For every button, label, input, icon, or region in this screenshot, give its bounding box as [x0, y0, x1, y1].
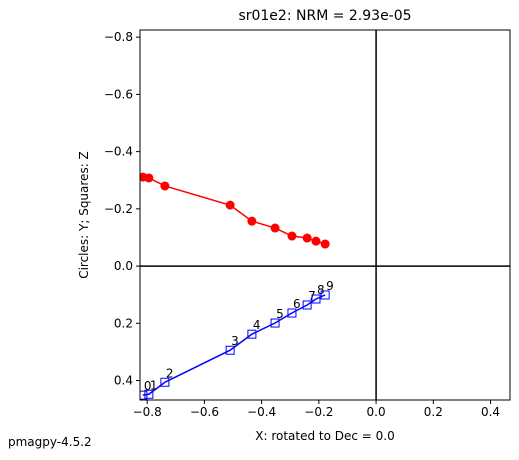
y-tick-label: −0.8	[104, 30, 133, 44]
step-label: 9	[326, 279, 334, 293]
step-label: 2	[166, 366, 174, 380]
x-tick-label: 0.0	[367, 405, 386, 419]
point	[247, 216, 257, 226]
frame	[139, 29, 511, 401]
x-tick-label: −0.6	[190, 405, 219, 419]
x-tick-label: −0.2	[304, 405, 333, 419]
point	[287, 231, 297, 241]
step-label: 1	[150, 378, 158, 392]
y-tick-label: 0.2	[114, 316, 133, 330]
point	[311, 236, 321, 246]
x-tick-label: −0.4	[247, 405, 276, 419]
point	[320, 290, 330, 300]
point	[270, 223, 280, 233]
point	[302, 233, 312, 243]
point	[144, 173, 154, 183]
y-axis-label: Circles: Y; Squares: Z	[77, 151, 91, 279]
y-tick-label: −0.4	[104, 145, 133, 159]
step-label: 8	[317, 283, 325, 297]
point	[287, 308, 297, 318]
point	[247, 329, 257, 339]
step-label: 0	[144, 379, 152, 393]
y-tick-label: −0.2	[104, 202, 133, 216]
point	[140, 390, 148, 400]
y-tick-label: 0.0	[114, 259, 133, 273]
x-tick-label: 0.4	[481, 405, 500, 419]
step-label: 6	[293, 297, 301, 311]
step-label: 5	[276, 307, 284, 321]
point	[144, 389, 154, 399]
point	[160, 377, 170, 387]
step-label: 3	[231, 334, 239, 348]
series-line	[142, 176, 326, 245]
x-tick-label: −0.8	[133, 405, 162, 419]
y-tick-label: 0.4	[114, 374, 133, 388]
chart-title: sr01e2: NRM = 2.93e-05	[238, 8, 411, 24]
point	[160, 181, 170, 191]
step-label: 4	[253, 318, 261, 332]
point	[302, 300, 312, 310]
point	[311, 294, 321, 304]
x-tick-label: 0.2	[424, 405, 443, 419]
point	[225, 200, 235, 210]
footer: pmagpy-4.5.2	[8, 435, 92, 449]
x-axis-label: X: rotated to Dec = 0.0	[255, 429, 395, 443]
y-tick-label: −0.6	[104, 87, 133, 101]
point	[225, 345, 235, 355]
point	[270, 318, 280, 328]
point	[320, 239, 330, 249]
